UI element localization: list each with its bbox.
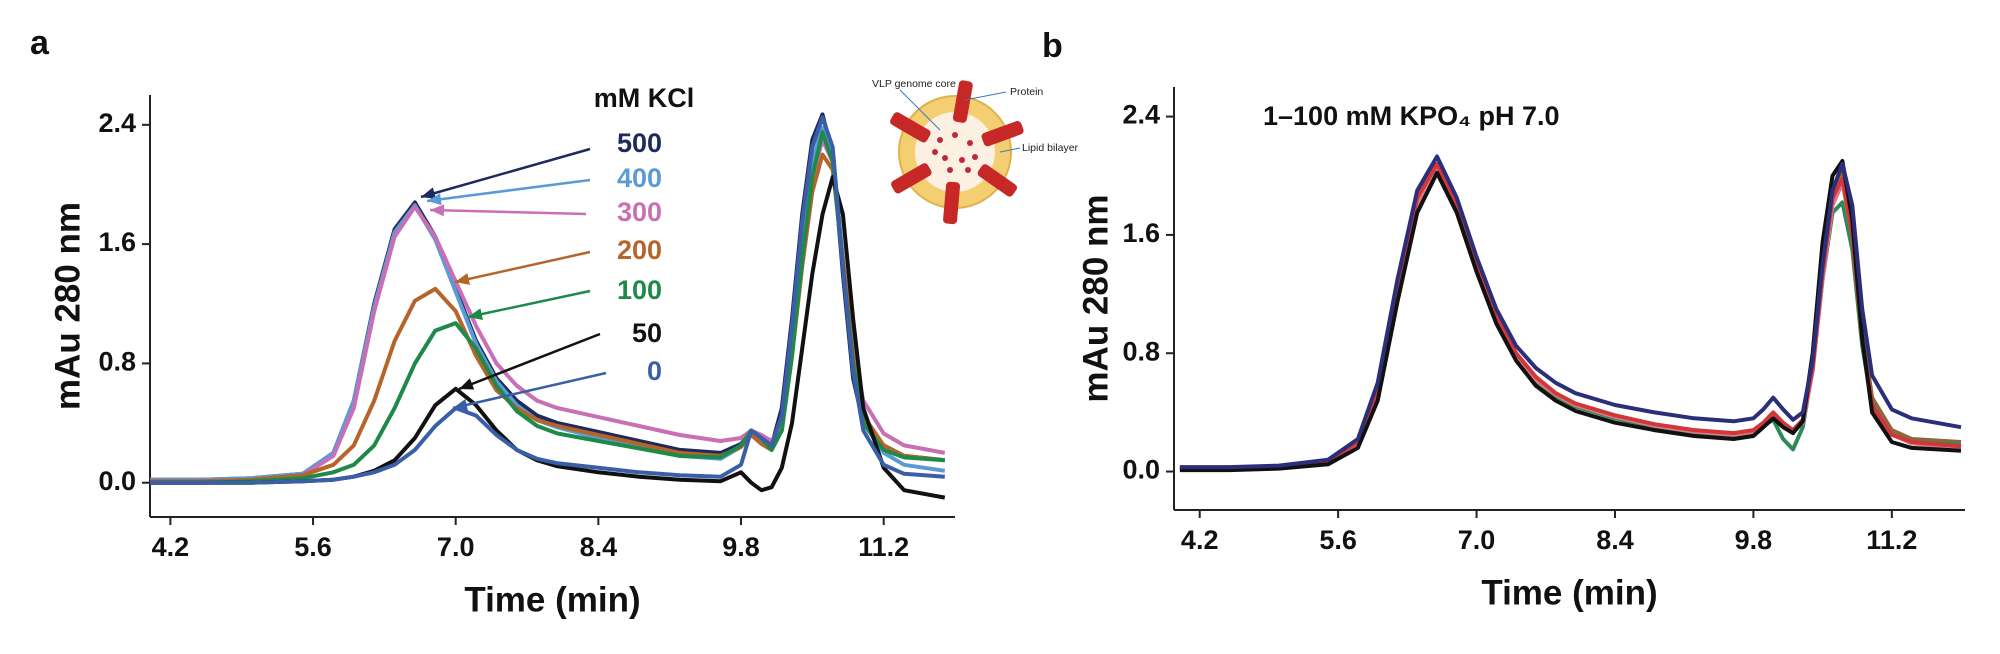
genome-core xyxy=(915,112,995,192)
legend-label: 0 xyxy=(647,356,662,386)
annotation-arrow xyxy=(458,332,601,391)
callout-line xyxy=(999,147,1021,153)
y-tick-label: 0.8 xyxy=(98,347,136,377)
panel-label: a xyxy=(30,24,50,62)
arrow-head xyxy=(427,193,442,206)
arrow-head xyxy=(421,187,437,199)
arrow-head xyxy=(459,378,475,390)
spike-proteins xyxy=(890,80,1024,225)
x-tick-label: 11.2 xyxy=(858,532,909,562)
x-tick-label: 9.8 xyxy=(1735,525,1773,555)
arrow-head xyxy=(455,273,470,285)
y-tick-label: 0.8 xyxy=(1122,336,1160,366)
x-tick-label: 7.0 xyxy=(437,532,475,562)
inset-label: VLP genome core xyxy=(872,78,956,90)
y-tick-label: 0.0 xyxy=(1122,455,1160,485)
x-tick-label: 4.2 xyxy=(152,532,190,562)
x-tick-label: 7.0 xyxy=(1458,525,1496,555)
x-tick-label: 5.6 xyxy=(294,532,332,562)
annotation-arrow xyxy=(426,178,591,203)
inset-label: Protein xyxy=(1010,86,1043,98)
callout-line xyxy=(964,91,1007,101)
y-tick-label: 2.4 xyxy=(1122,100,1160,130)
x-tick-label: 11.2 xyxy=(1866,525,1917,555)
arrow-head xyxy=(468,308,483,320)
x-tick-label: 4.2 xyxy=(1181,525,1219,555)
annotation-arrow xyxy=(420,147,591,199)
annotation: 1–100 mM KPO₄ pH 7.0 xyxy=(1263,101,1560,131)
y-tick-label: 1.6 xyxy=(98,227,136,257)
annotation-arrow xyxy=(467,289,591,319)
x-tick-label: 5.6 xyxy=(1319,525,1357,555)
series-line xyxy=(150,175,946,500)
series-line xyxy=(1179,154,1962,470)
inset-label: Lipid bilayer xyxy=(1022,142,1079,154)
legend-label: 50 xyxy=(632,318,662,348)
legend-label: 100 xyxy=(617,275,662,305)
y-tick-label: 0.0 xyxy=(98,466,136,496)
genome-dots xyxy=(932,132,978,173)
y-tick-label: 1.6 xyxy=(1122,218,1160,248)
y-tick-label: 2.4 xyxy=(98,108,136,138)
annotation-arrow xyxy=(429,208,587,216)
legend-title: mM KCl xyxy=(594,83,695,113)
annotation-arrow xyxy=(454,250,591,284)
x-tick-label: 8.4 xyxy=(1596,525,1634,555)
x-tick-label: 8.4 xyxy=(580,532,618,562)
legend-label: 300 xyxy=(617,197,662,227)
x-axis-title: Time (min) xyxy=(1481,573,1657,612)
panel-label: b xyxy=(1042,27,1063,65)
series-line xyxy=(150,115,945,485)
arrow-head xyxy=(453,399,468,411)
callout-line xyxy=(899,89,941,131)
legend-label: 200 xyxy=(617,235,662,265)
vlp-inset: VLP genome core Protein Lipid bilayer xyxy=(872,78,1079,225)
legend-label: 500 xyxy=(617,128,662,158)
y-axis-title: mAu 280 nm xyxy=(1076,194,1115,402)
x-axis-title: Time (min) xyxy=(464,580,640,619)
series-line xyxy=(150,125,946,482)
x-tick-label: 9.8 xyxy=(722,532,760,562)
y-axis-title: mAu 280 nm xyxy=(48,202,87,410)
series-line xyxy=(1179,169,1962,471)
arrow-head xyxy=(430,204,445,217)
legend-label: 400 xyxy=(617,163,662,193)
annotation-arrow xyxy=(452,371,607,410)
